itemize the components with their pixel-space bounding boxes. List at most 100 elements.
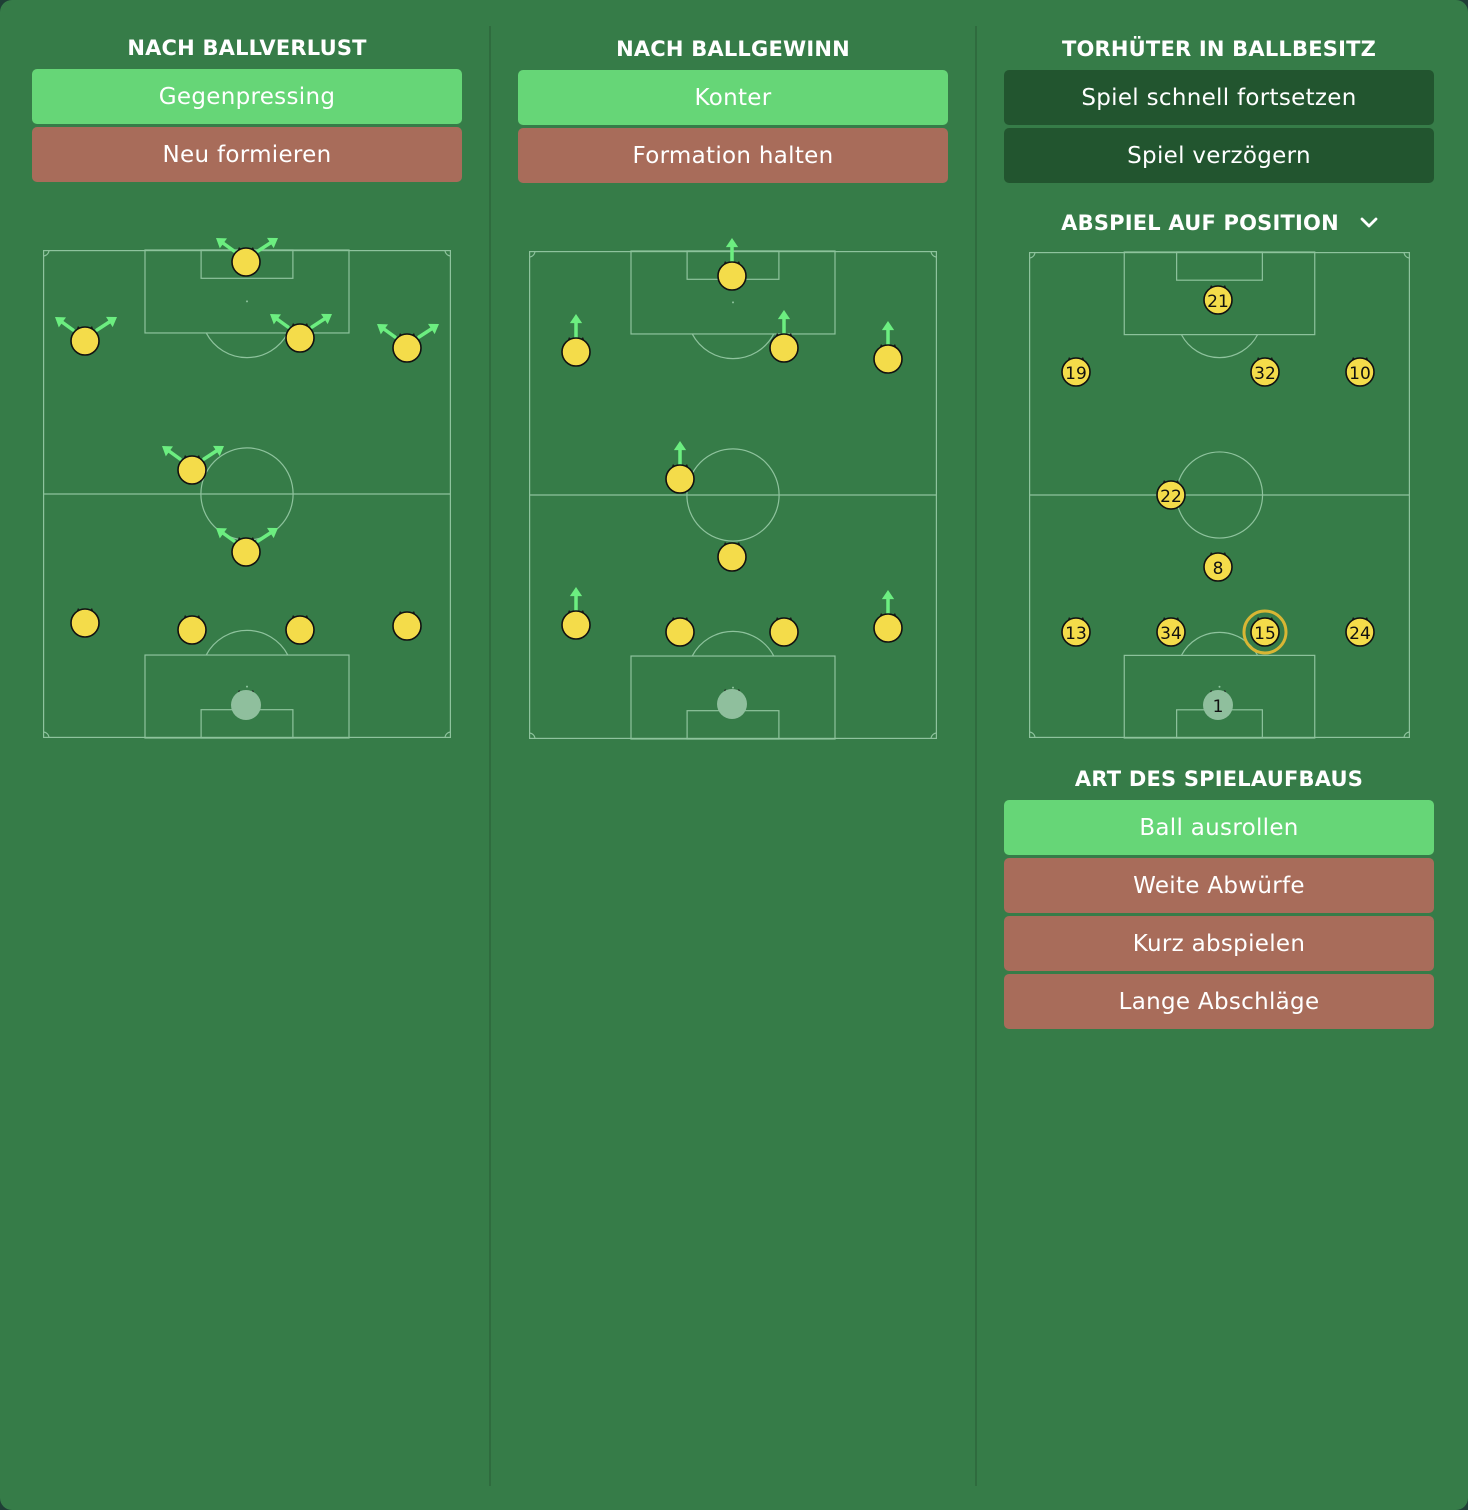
player-marker xyxy=(769,617,799,647)
arrow-head xyxy=(377,324,388,335)
counter-button[interactable]: Konter xyxy=(518,70,948,125)
goalkeeper-in-possession-title: TORHÜTER IN BALLBESITZ xyxy=(1061,37,1377,61)
arrow-head xyxy=(673,441,687,451)
top-penalty-arc xyxy=(205,332,289,359)
regroup-button[interactable]: Neu formieren xyxy=(32,127,462,182)
penalty-spot xyxy=(246,685,248,688)
player-marker xyxy=(561,587,591,640)
player-marker xyxy=(769,310,799,363)
column-divider xyxy=(975,26,977,1486)
player-marker[interactable]: 15 xyxy=(1242,609,1288,655)
player-marker xyxy=(717,542,747,572)
player-marker[interactable]: 21 xyxy=(1203,285,1233,315)
arrow-head xyxy=(213,445,224,457)
player-token xyxy=(1061,357,1091,387)
player-token xyxy=(873,344,903,374)
corner-arc xyxy=(930,250,938,258)
arrow-head xyxy=(321,313,332,325)
arrow-head xyxy=(881,321,895,331)
player-token xyxy=(717,261,747,291)
player-marker[interactable]: 8 xyxy=(1203,552,1233,582)
long-kicks-button[interactable]: Lange Abschläge xyxy=(1004,974,1434,1029)
player-token xyxy=(665,464,695,494)
player-marker xyxy=(162,445,224,485)
selected-ring xyxy=(1242,609,1288,655)
player-marker xyxy=(270,313,332,353)
pass-short-button[interactable]: Kurz abspielen xyxy=(1004,916,1434,971)
top-penalty-arc xyxy=(1180,334,1259,359)
arrow-head xyxy=(881,590,895,600)
player-marker xyxy=(377,323,439,363)
player-marker xyxy=(216,237,278,277)
arrow-head xyxy=(428,323,439,335)
arrow-head xyxy=(569,314,583,324)
player-token xyxy=(231,537,261,567)
player-token xyxy=(285,323,315,353)
player-number: 10 xyxy=(1349,364,1371,384)
player-token xyxy=(717,689,747,719)
top-penalty-arc xyxy=(691,333,775,360)
player-marker[interactable]: 22 xyxy=(1156,480,1186,510)
arrow-head xyxy=(270,314,281,325)
corner-arc xyxy=(1028,251,1036,259)
hold-shape-button[interactable]: Formation halten xyxy=(518,128,948,183)
slow-pace-down-button[interactable]: Spiel verzögern xyxy=(1004,128,1434,183)
player-token xyxy=(1345,617,1375,647)
player-marker[interactable]: 13 xyxy=(1061,617,1091,647)
player-number: 34 xyxy=(1160,624,1182,644)
corner-arc xyxy=(1403,731,1411,739)
arrow-head xyxy=(777,310,791,320)
player-marker[interactable]: 24 xyxy=(1345,617,1375,647)
player-marker[interactable]: 32 xyxy=(1250,357,1280,387)
player-marker xyxy=(873,590,903,643)
after-ball-win-title: NACH BALLGEWINN xyxy=(616,37,850,61)
player-token xyxy=(177,615,207,645)
player-marker xyxy=(216,527,278,567)
pitch-distribution-target: 21 19 32 10 22 8 13 34 15 24 1 xyxy=(1028,251,1411,739)
player-token xyxy=(177,455,207,485)
player-marker xyxy=(665,617,695,647)
player-marker[interactable]: 19 xyxy=(1061,357,1091,387)
centre-circle xyxy=(686,448,780,542)
player-token xyxy=(231,690,261,720)
corner-arc xyxy=(42,731,50,739)
penalty-spot xyxy=(246,300,248,303)
arrow-head xyxy=(569,587,583,597)
gegenpressing-button[interactable]: Gegenpressing xyxy=(32,69,462,124)
distribute-quickly-button[interactable]: Spiel schnell fortsetzen xyxy=(1004,70,1434,125)
corner-arc xyxy=(444,249,452,257)
player-token xyxy=(1203,552,1233,582)
pitch-markings: 21 19 32 10 22 8 13 34 15 24 1 xyxy=(1028,251,1411,739)
arrow-head xyxy=(725,238,739,248)
chevron-down-icon[interactable] xyxy=(1358,214,1380,232)
player-token xyxy=(392,333,422,363)
corner-arc xyxy=(444,731,452,739)
player-number: 24 xyxy=(1349,624,1371,644)
top-six-yard-box xyxy=(1176,251,1263,281)
bottom-penalty-arc xyxy=(691,630,775,657)
player-marker[interactable]: 34 xyxy=(1156,617,1186,647)
player-token xyxy=(561,337,591,367)
throw-it-long-button[interactable]: Weite Abwürfe xyxy=(1004,858,1434,913)
player-marker xyxy=(177,615,207,645)
corner-arc xyxy=(42,249,50,257)
player-token xyxy=(717,542,747,572)
player-number: 19 xyxy=(1065,364,1087,384)
corner-arc xyxy=(930,732,938,740)
player-token xyxy=(769,333,799,363)
corner-arc xyxy=(1028,731,1036,739)
goalkeeper-marker[interactable]: 1 xyxy=(1203,690,1233,720)
player-marker xyxy=(561,314,591,367)
player-number: 8 xyxy=(1213,559,1224,579)
player-marker xyxy=(55,316,117,356)
player-token xyxy=(70,326,100,356)
player-marker xyxy=(392,611,422,641)
arrow-head xyxy=(267,237,278,249)
arrow-head xyxy=(216,238,227,249)
player-number: 21 xyxy=(1207,292,1229,312)
player-marker[interactable]: 10 xyxy=(1345,357,1375,387)
bottom-penalty-arc xyxy=(205,629,289,656)
corner-arc xyxy=(1403,251,1411,259)
roll-it-out-button[interactable]: Ball ausrollen xyxy=(1004,800,1434,855)
